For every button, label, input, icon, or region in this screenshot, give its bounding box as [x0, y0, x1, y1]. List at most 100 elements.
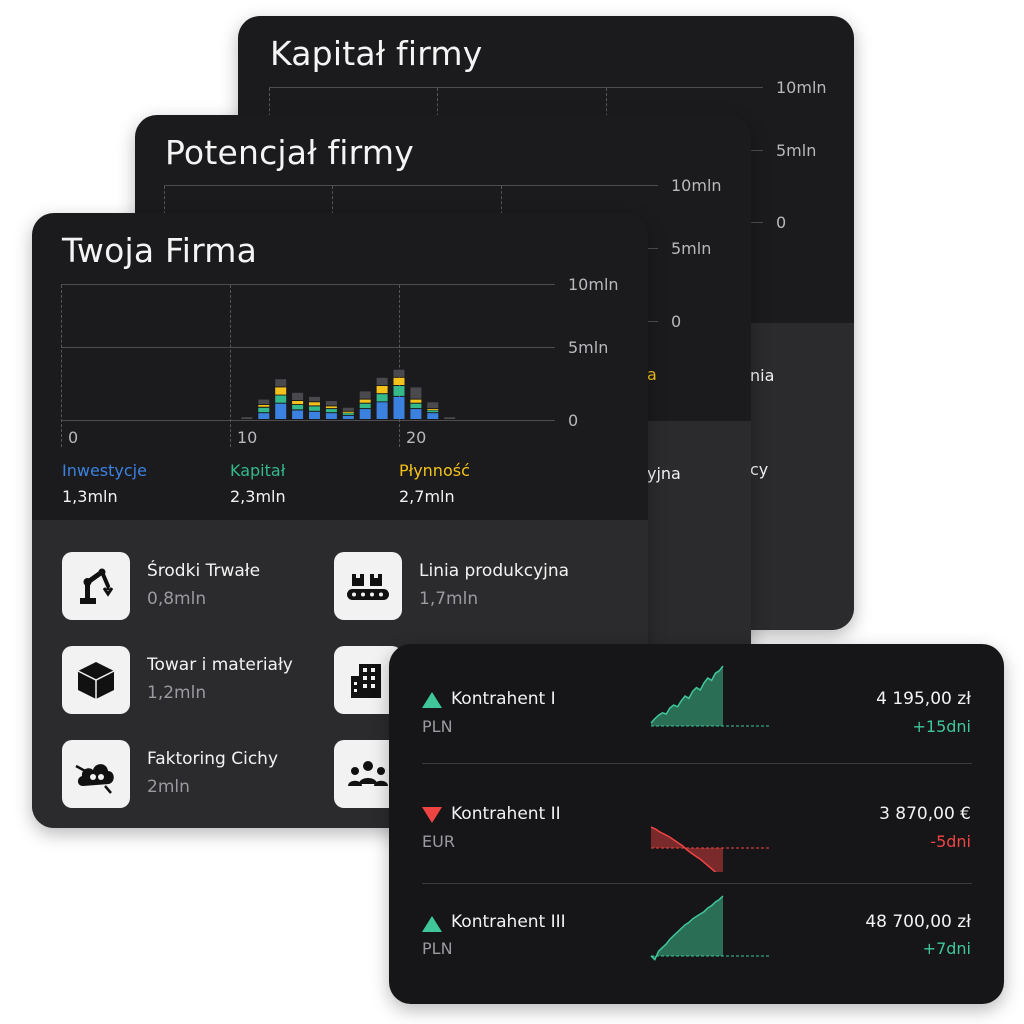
bar-segment	[427, 409, 439, 411]
sparkline-line	[650, 665, 724, 724]
bar-segment	[393, 377, 405, 385]
y-tick-label: 0	[568, 411, 579, 430]
grid-line	[61, 420, 555, 421]
y-tick-label: 5mln	[776, 141, 817, 160]
list-item[interactable]: Kontrahent III PLN 48 700,00 zł +7dni	[389, 884, 1004, 1002]
stacked-bar-chart	[241, 369, 456, 419]
sparkline	[650, 895, 769, 961]
bar-segment	[359, 403, 371, 409]
bar-segment	[325, 401, 337, 406]
sparkline-line	[650, 826, 717, 872]
bar-segment	[376, 386, 388, 394]
bar-segment	[342, 411, 354, 413]
row-divider	[422, 763, 972, 764]
y-tick-label: 10mln	[671, 176, 722, 195]
kontrahent-days: +7dni	[922, 939, 971, 958]
grid-line	[269, 87, 763, 88]
bar-segment	[342, 413, 354, 415]
card-title: Twoja Firma	[62, 231, 258, 270]
bar-segment	[325, 413, 337, 419]
bar-segment	[275, 379, 287, 387]
grid-line	[399, 285, 400, 447]
legend-label-inwestycje: Inwestycje	[62, 461, 147, 480]
card-title: Kapitał firmy	[270, 34, 483, 73]
partial-label: a	[647, 365, 657, 384]
asset-name: Linia produkcyjna	[419, 561, 570, 581]
row-divider	[422, 883, 972, 884]
bar-segment	[309, 411, 320, 419]
kontrahent-currency: PLN	[422, 939, 453, 958]
kontrahent-days: -5dni	[930, 832, 971, 851]
kontrahent-amount: 3 870,00 €	[879, 804, 971, 824]
trend-down-icon	[422, 807, 442, 823]
asset-name: Towar i materiały	[147, 655, 293, 675]
grid-line	[61, 284, 555, 285]
kontrahent-currency: EUR	[422, 832, 455, 851]
sparkline-line	[650, 895, 724, 961]
legend-value-kapital: 2,3mln	[230, 487, 286, 506]
legend-label-plynnosc: Płynność	[399, 461, 470, 480]
bar-segment	[325, 406, 337, 409]
bar-segment	[275, 403, 287, 419]
y-tick-label: 10mln	[776, 78, 827, 97]
legend-label-kapital: Kapitał	[230, 461, 286, 480]
bar-segment	[427, 410, 439, 413]
cloud-factoring-icon[interactable]	[62, 740, 130, 808]
card-kontrahenci[interactable]: Kontrahent I PLN 4 195,00 zł +15dni Kont…	[389, 644, 1004, 1004]
grid-line	[61, 347, 555, 348]
trend-up-icon	[422, 692, 442, 708]
asset-value: 0,8mln	[147, 589, 207, 609]
bar-segment	[258, 399, 270, 404]
sparkline	[650, 826, 769, 872]
grid-line	[164, 185, 658, 186]
bar-segment	[342, 407, 354, 411]
bar-segment	[427, 402, 439, 409]
bar-segment	[359, 399, 371, 403]
list-item[interactable]: Kontrahent I PLN 4 195,00 zł +15dni	[389, 644, 1004, 762]
robot-arm-icon[interactable]	[62, 552, 130, 620]
bar-segment	[309, 402, 320, 406]
trend-up-icon	[422, 916, 442, 932]
bar-segment	[359, 409, 371, 419]
kontrahent-name: Kontrahent III	[451, 912, 566, 932]
legend-value-inwestycje: 1,3mln	[62, 487, 118, 506]
bar-segment	[376, 377, 388, 385]
partial-label: cy	[750, 460, 769, 479]
bar-segment	[410, 387, 422, 399]
asset-value: 1,2mln	[147, 683, 207, 703]
legend-value-plynnosc: 2,7mln	[399, 487, 455, 506]
bar-segment	[309, 406, 320, 411]
bar-segment	[342, 415, 354, 419]
y-tick-label: 10mln	[568, 275, 619, 294]
bar-segment	[241, 417, 253, 419]
y-tick-label: 0	[671, 312, 682, 331]
bar-segment	[292, 392, 304, 400]
bar-segment	[393, 369, 405, 377]
bar-segment	[292, 405, 304, 410]
sparkline	[650, 665, 769, 727]
bar-segment	[325, 409, 337, 413]
partial-label: nia	[750, 366, 775, 385]
bar-segment	[359, 391, 371, 399]
grid-line	[61, 285, 62, 447]
bar-segment	[292, 401, 304, 405]
kontrahent-amount: 4 195,00 zł	[876, 689, 971, 709]
asset-value: 1,7mln	[419, 589, 479, 609]
asset-name: Środki Trwałe	[147, 561, 261, 581]
cube-box-icon[interactable]	[62, 646, 130, 714]
bar-segment	[292, 410, 304, 419]
list-item[interactable]: Kontrahent II EUR 3 870,00 € -5dni	[389, 764, 1004, 882]
kontrahent-name: Kontrahent II	[451, 804, 561, 824]
asset-value: 2mln	[147, 777, 190, 797]
y-tick-label: 0	[776, 213, 787, 232]
bar-segment	[275, 387, 287, 395]
bar-segment	[376, 394, 388, 402]
asset-name: Faktoring Cichy	[147, 749, 279, 769]
y-tick-label: 5mln	[568, 338, 609, 357]
bar-segment	[275, 395, 287, 403]
card-title: Potencjał firmy	[165, 133, 414, 172]
x-tick-label: 20	[406, 428, 427, 447]
conveyor-belt-icon[interactable]	[334, 552, 402, 620]
x-tick-label: 10	[237, 428, 258, 447]
grid-line	[230, 285, 231, 447]
